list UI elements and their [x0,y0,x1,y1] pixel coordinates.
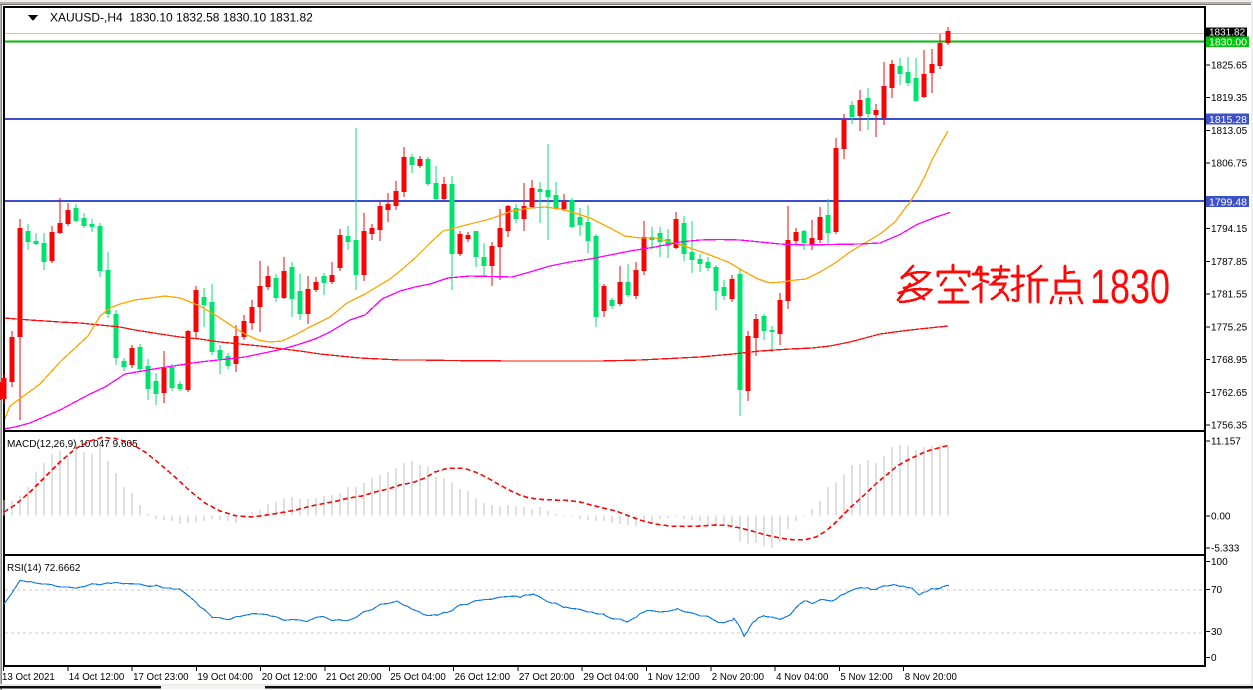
svg-text:19 Oct 04:00: 19 Oct 04:00 [197,672,253,683]
svg-text:1794.15: 1794.15 [1211,224,1248,235]
svg-text:1825.65: 1825.65 [1211,61,1248,72]
svg-text:17 Oct 23:00: 17 Oct 23:00 [133,672,189,683]
svg-text:XAUUSD-,H4 1830.10 1832.58 18: XAUUSD-,H4 1830.10 1832.58 1830.10 1831.… [50,11,313,25]
svg-text:1815.28: 1815.28 [1209,114,1247,126]
svg-text:1762.65: 1762.65 [1211,388,1248,399]
svg-text:1831.82: 1831.82 [1209,28,1246,39]
svg-text:27 Oct 20:00: 27 Oct 20:00 [519,672,575,683]
svg-text:2 Nov 20:00: 2 Nov 20:00 [712,672,765,683]
svg-text:1813.05: 1813.05 [1211,126,1248,137]
svg-text:1806.75: 1806.75 [1211,159,1248,170]
svg-text:-5.333: -5.333 [1211,544,1240,555]
svg-text:MACD(12,26,9) 10.047 9.605: MACD(12,26,9) 10.047 9.605 [7,439,138,450]
svg-text:11.157: 11.157 [1211,437,1241,448]
svg-text:0.00: 0.00 [1211,512,1231,523]
svg-text:1787.85: 1787.85 [1211,257,1248,268]
svg-text:26 Oct 12:00: 26 Oct 12:00 [455,672,511,683]
svg-text:1756.35: 1756.35 [1211,421,1248,432]
svg-text:1830: 1830 [1090,261,1170,314]
svg-text:RSI(14) 72.6662: RSI(14) 72.6662 [7,563,81,574]
svg-text:0: 0 [1211,653,1217,664]
svg-text:20 Oct 12:00: 20 Oct 12:00 [262,672,318,683]
svg-text:29 Oct 04:00: 29 Oct 04:00 [583,672,639,683]
svg-text:1775.25: 1775.25 [1211,322,1248,333]
svg-text:1781.55: 1781.55 [1211,290,1248,301]
svg-text:30: 30 [1211,627,1223,638]
svg-text:5 Nov 12:00: 5 Nov 12:00 [840,672,893,683]
svg-text:4 Nov 04:00: 4 Nov 04:00 [776,672,829,683]
svg-text:1799.48: 1799.48 [1209,196,1247,208]
svg-text:1768.95: 1768.95 [1211,355,1248,366]
svg-text:13 Oct 2021: 13 Oct 2021 [2,672,55,683]
svg-text:100: 100 [1211,557,1228,568]
svg-text:1819.35: 1819.35 [1211,93,1248,104]
svg-text:70: 70 [1211,585,1223,596]
svg-text:8 Nov 20:00: 8 Nov 20:00 [905,672,958,683]
svg-text:1 Nov 12:00: 1 Nov 12:00 [648,672,701,683]
svg-text:1830.00: 1830.00 [1209,37,1247,49]
svg-text:25 Oct 04:00: 25 Oct 04:00 [390,672,446,683]
svg-text:14 Oct 12:00: 14 Oct 12:00 [69,672,125,683]
svg-text:21 Oct 20:00: 21 Oct 20:00 [326,672,382,683]
